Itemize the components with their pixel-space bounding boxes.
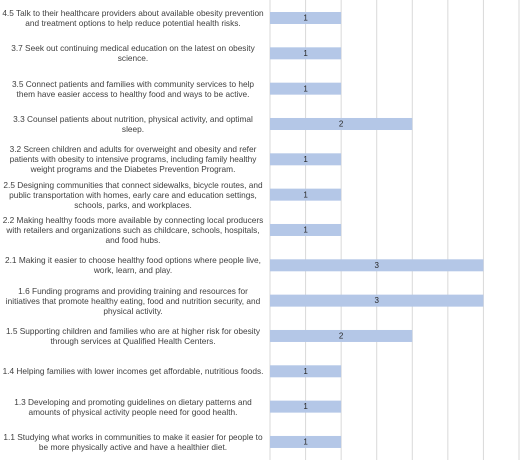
category-label: 2.1 Making it easier to choose healthy f… xyxy=(5,255,261,276)
category-label: 3.3 Counsel patients about nutrition, ph… xyxy=(13,113,253,134)
bar xyxy=(270,12,342,24)
bar xyxy=(270,329,413,342)
category-label: 2.5 Designing communities that connect s… xyxy=(3,179,263,210)
bar xyxy=(270,223,342,236)
category-label: 1.4 Helping families with lower incomes … xyxy=(2,366,264,377)
value-label: 1 xyxy=(303,14,308,23)
value-label: 1 xyxy=(303,367,308,376)
category-label: 3.5 Connect patients and families with c… xyxy=(11,78,255,99)
bar xyxy=(270,400,342,413)
value-label: 3 xyxy=(374,261,379,270)
bar xyxy=(270,259,484,272)
value-label: 2 xyxy=(339,332,344,341)
bar xyxy=(270,47,342,60)
bar xyxy=(270,188,342,201)
value-label: 1 xyxy=(303,84,308,93)
category-label: 1.3 Developing and promoting guidelines … xyxy=(14,396,252,417)
value-label: 1 xyxy=(303,49,308,58)
bar xyxy=(270,365,342,378)
category-label: 2.2 Making healthy foods more available … xyxy=(2,214,264,245)
bar xyxy=(270,117,413,130)
category-label: 4.5 Talk to their healthcare providers a… xyxy=(2,8,264,28)
bar xyxy=(270,153,342,166)
category-label: 3.2 Screen children and adults for overw… xyxy=(9,144,257,175)
value-label: 1 xyxy=(303,226,308,235)
value-label: 3 xyxy=(374,296,379,305)
bar xyxy=(270,294,484,307)
bar xyxy=(270,82,342,95)
category-label: 1.5 Supporting children and families who… xyxy=(5,325,261,346)
value-label: 1 xyxy=(303,155,308,164)
category-label: 1.6 Funding programs and providing train… xyxy=(5,285,261,316)
value-label: 1 xyxy=(303,190,308,199)
category-label: 1.1 Studying what works in communities t… xyxy=(3,431,263,452)
category-label: 3.7 Seek out continuing medical educatio… xyxy=(11,43,255,64)
bar xyxy=(270,435,342,448)
value-label: 2 xyxy=(339,120,344,129)
value-label: 1 xyxy=(303,402,308,411)
value-label: 1 xyxy=(303,438,308,447)
